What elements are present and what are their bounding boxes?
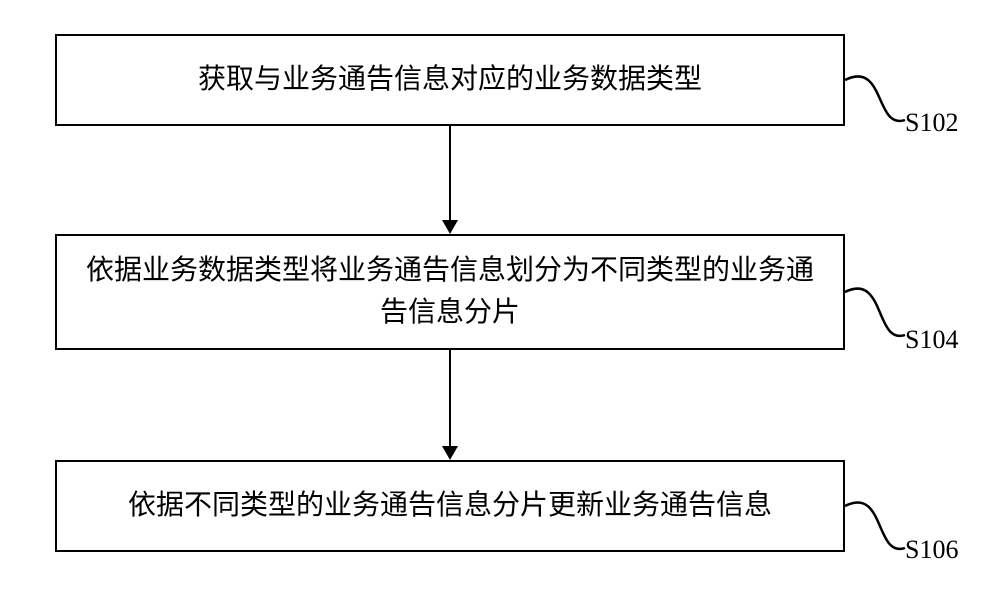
step-label-s106: S106 [905, 535, 958, 565]
connector-s106 [0, 0, 1000, 603]
flowchart-canvas: 获取与业务通告信息对应的业务数据类型 S102 依据业务数据类型将业务通告信息划… [0, 0, 1000, 603]
